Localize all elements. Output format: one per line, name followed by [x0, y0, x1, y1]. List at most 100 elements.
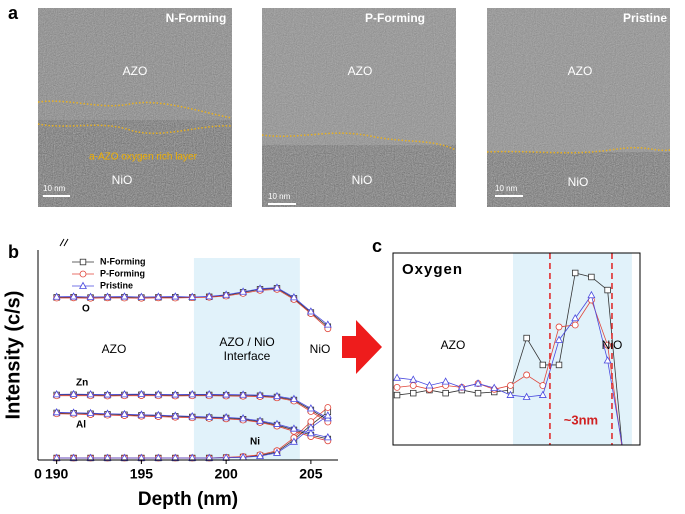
marker	[621, 457, 627, 463]
marker	[256, 451, 265, 460]
marker	[523, 334, 530, 342]
marker	[323, 411, 332, 419]
marker	[409, 382, 417, 389]
x-tick-label: 200	[214, 466, 238, 482]
marker	[239, 414, 248, 422]
tem-image: P-Forming AZO NiO 10 nm	[261, 8, 457, 207]
marker	[555, 335, 563, 343]
marker	[69, 408, 78, 416]
marker	[79, 270, 87, 278]
marker	[103, 390, 112, 398]
plot-title: Oxygen	[402, 261, 463, 278]
marker	[171, 390, 180, 398]
marker	[273, 283, 281, 291]
marker	[323, 433, 332, 441]
marker	[205, 412, 214, 420]
marker	[306, 404, 315, 412]
marker	[306, 307, 315, 315]
marker	[410, 389, 417, 397]
marker	[222, 413, 231, 421]
marker	[52, 407, 61, 416]
series-group	[52, 283, 332, 462]
image-title: P-Forming	[365, 11, 425, 25]
marker	[205, 292, 214, 300]
x-tick-label: 205	[299, 466, 323, 482]
marker	[86, 390, 95, 398]
marker	[256, 416, 265, 424]
annotation: Interface	[224, 349, 271, 363]
marker	[239, 287, 248, 295]
marker	[393, 383, 401, 391]
marker	[474, 389, 482, 397]
marker	[522, 392, 531, 400]
element-label: Al	[76, 420, 86, 431]
plot-frame	[392, 252, 641, 446]
marker	[79, 258, 87, 266]
legend-label: P-Forming	[100, 268, 145, 278]
layer-label: AZO	[348, 64, 373, 78]
annotation: AZO	[102, 342, 127, 356]
series-group	[393, 269, 628, 467]
marker	[239, 390, 248, 398]
layer-label: NiO	[568, 175, 589, 189]
marker	[555, 323, 563, 331]
arrow	[342, 320, 382, 374]
marker	[171, 411, 180, 419]
annotation: AZO	[441, 338, 466, 352]
marker	[69, 292, 78, 300]
marker	[572, 269, 579, 277]
annotation: AZO / NiO	[219, 335, 274, 349]
marker	[507, 382, 514, 389]
marker	[587, 290, 596, 299]
marker	[69, 389, 78, 398]
marker	[621, 451, 628, 457]
marker	[222, 390, 231, 398]
marker	[154, 410, 163, 419]
tem-image: N-Forming AZO NiO a-AZO oxygen rich laye…	[37, 8, 233, 207]
marker	[425, 381, 434, 389]
element-label: O	[82, 304, 90, 315]
layer-label: NiO	[112, 173, 133, 187]
marker	[154, 390, 163, 398]
marker	[603, 356, 612, 364]
marker	[538, 390, 547, 398]
marker	[523, 371, 531, 379]
marker	[137, 292, 146, 300]
marker	[188, 412, 197, 420]
marker	[52, 390, 61, 398]
scale-label: 10 nm	[495, 184, 518, 193]
marker	[409, 375, 418, 383]
marker	[103, 292, 112, 300]
marker	[441, 377, 450, 385]
marker	[621, 461, 627, 467]
annotation: NiO	[310, 342, 331, 356]
marker	[205, 390, 214, 398]
y-axis-label: Intensity (c/s)	[2, 291, 24, 420]
scale-label: 10 nm	[43, 184, 66, 193]
image-title: Pristine	[623, 11, 667, 25]
marker	[506, 390, 515, 398]
marker	[393, 391, 401, 399]
marker	[137, 410, 146, 418]
marker	[555, 361, 563, 369]
marker	[571, 321, 579, 329]
marker	[79, 281, 87, 289]
scale-label: 10 nm	[268, 192, 291, 201]
x-tick-label: 195	[130, 466, 154, 482]
marker	[289, 394, 298, 402]
legend-label: Pristine	[100, 280, 133, 290]
x-tick-label: 190	[45, 466, 69, 482]
marker	[323, 320, 332, 328]
marker	[289, 293, 298, 301]
marker	[222, 290, 231, 298]
marker	[604, 341, 612, 349]
marker	[393, 373, 402, 381]
annotation: NiO	[602, 338, 623, 352]
element-label: Ni	[250, 437, 260, 448]
marker	[289, 437, 298, 445]
marker	[120, 390, 129, 398]
marker	[588, 273, 595, 281]
panel-label: a	[8, 3, 19, 23]
panel-label: c	[372, 236, 382, 256]
